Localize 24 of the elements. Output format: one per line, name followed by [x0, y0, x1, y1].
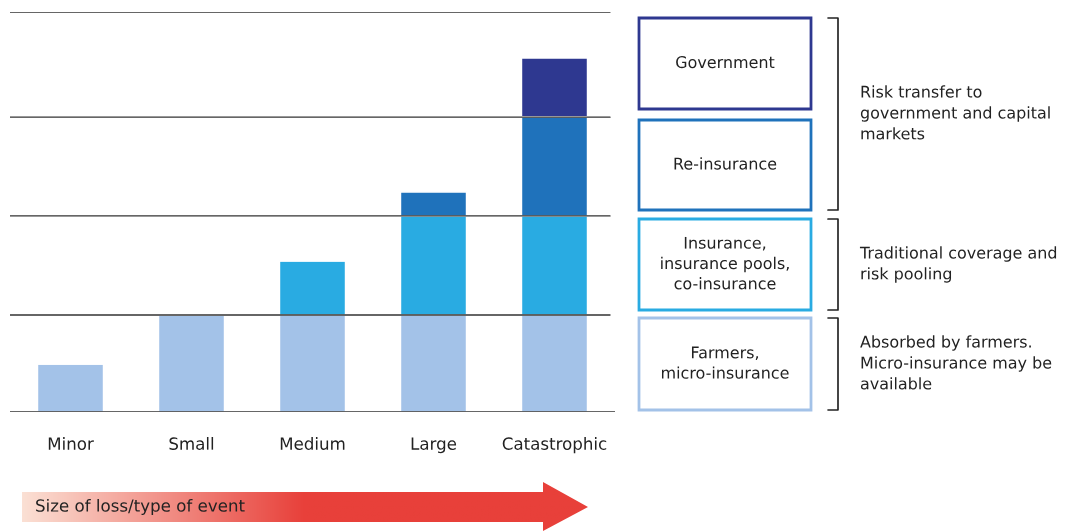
x-tick-label: Minor [48, 437, 94, 450]
bar [399, 191, 468, 217]
text: Farmers, micro-insurance [662, 346, 789, 379]
text: Re-insurance [674, 157, 777, 170]
x-tick-label: Medium [280, 437, 345, 450]
text: Insurance, insurance pools, co-insurance [661, 236, 789, 290]
x-tick-label: Large [411, 437, 457, 454]
x-tick-label: Small [169, 437, 214, 450]
bar [520, 57, 589, 118]
bar [399, 215, 468, 316]
bar [157, 314, 226, 412]
bar [520, 215, 589, 316]
bar [399, 314, 468, 412]
x-tick-label: Catastrophic [502, 437, 607, 454]
bar [36, 363, 105, 412]
bar [520, 314, 589, 412]
text: Absorbed by farmers. Micro-insurance may be available [860, 335, 1052, 390]
text: Traditional coverage and risk pooling [859, 246, 1057, 283]
x-axis-title: Size of loss/type of event [36, 498, 245, 516]
text: Risk transfer to government and capital markets [860, 85, 1050, 140]
bar [520, 116, 589, 217]
text: Government [676, 56, 775, 69]
bar [278, 260, 347, 316]
bar [278, 314, 347, 412]
